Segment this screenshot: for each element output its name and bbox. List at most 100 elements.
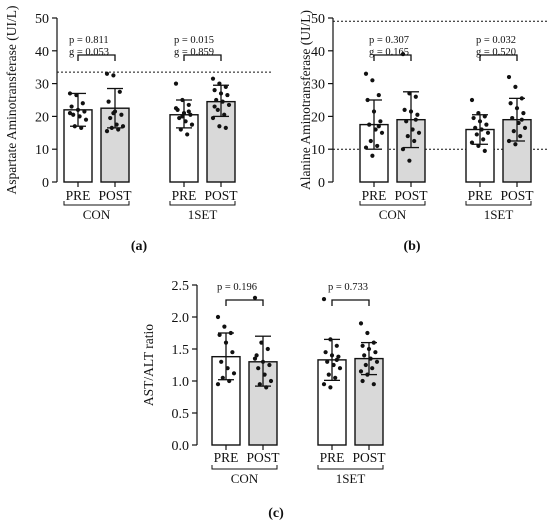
- data-point: [476, 111, 481, 116]
- group-bracket: [317, 465, 384, 470]
- data-point: [215, 382, 221, 387]
- data-point: [473, 125, 478, 130]
- data-point: [183, 119, 188, 124]
- data-point: [178, 127, 183, 132]
- data-point: [80, 101, 85, 106]
- data-point: [117, 89, 122, 94]
- data-point: [227, 378, 232, 384]
- data-point: [321, 296, 327, 302]
- data-point: [363, 71, 369, 76]
- data-point: [188, 112, 193, 117]
- data-point: [328, 385, 333, 390]
- group-bracket: [63, 201, 130, 206]
- y-tick-label: 40: [35, 45, 49, 60]
- data-point: [265, 346, 270, 352]
- x-tick-label: POST: [246, 450, 280, 465]
- data-point: [365, 372, 370, 377]
- data-point: [479, 127, 484, 132]
- data-point: [506, 74, 512, 80]
- data-point: [226, 102, 232, 108]
- group-label: CON: [379, 207, 407, 222]
- data-point: [371, 382, 376, 387]
- y-tick-label: 30: [311, 78, 325, 93]
- data-point: [329, 353, 335, 358]
- data-point: [220, 375, 225, 380]
- data-point: [410, 127, 415, 132]
- data-point: [413, 94, 418, 99]
- data-point: [371, 109, 377, 114]
- data-point: [257, 382, 262, 387]
- data-point: [215, 314, 221, 320]
- annotation-text: g = 0.520: [476, 47, 516, 58]
- annotation-text: p = 0.307: [369, 35, 409, 46]
- data-point: [407, 158, 412, 163]
- data-point: [366, 346, 372, 352]
- data-point: [484, 122, 489, 127]
- y-tick-label: 1.5: [172, 343, 190, 358]
- data-point: [333, 375, 338, 380]
- y-tick-label: 0.5: [172, 407, 190, 422]
- data-point: [185, 132, 190, 137]
- y-tick-label: 0: [42, 176, 49, 191]
- data-point: [223, 340, 229, 345]
- data-point: [367, 122, 372, 127]
- data-point: [223, 125, 228, 130]
- annotation-text: g = 0.165: [369, 47, 409, 58]
- data-point: [262, 372, 267, 377]
- data-point: [259, 340, 264, 345]
- data-point: [471, 115, 476, 121]
- x-tick-label: PRE: [468, 188, 493, 203]
- data-point: [337, 366, 343, 371]
- y-tick-label: 10: [35, 143, 49, 158]
- x-tick-label: PRE: [172, 188, 197, 203]
- data-point: [518, 133, 523, 139]
- data-point: [256, 366, 261, 371]
- data-point: [373, 350, 378, 355]
- data-point: [371, 340, 376, 345]
- y-tick-label: 30: [35, 78, 49, 93]
- y-axis-label: AST/ALT ratio: [141, 324, 156, 406]
- data-point: [331, 362, 336, 368]
- data-point: [220, 99, 225, 104]
- data-point: [119, 112, 124, 117]
- data-point: [264, 385, 269, 390]
- data-point: [225, 366, 230, 371]
- data-point: [334, 357, 339, 362]
- data-point: [223, 84, 228, 89]
- data-point: [522, 125, 528, 130]
- data-point: [225, 92, 230, 98]
- x-tick-label: PRE: [66, 188, 91, 203]
- data-point: [416, 130, 422, 135]
- data-point: [69, 104, 74, 109]
- data-point: [482, 114, 487, 119]
- data-point: [72, 124, 77, 129]
- x-tick-label: PRE: [320, 450, 345, 465]
- group-bracket: [359, 201, 426, 206]
- data-point: [217, 81, 222, 86]
- data-point: [407, 91, 412, 96]
- data-point: [71, 112, 76, 117]
- data-point: [215, 107, 220, 112]
- data-point: [222, 324, 227, 329]
- data-point: [474, 132, 479, 137]
- group-label: 1SET: [188, 207, 218, 222]
- data-point: [519, 96, 524, 101]
- y-axis-label: Alanine Aminotransferase (UI/L): [298, 10, 313, 190]
- data-point: [189, 122, 195, 127]
- data-point: [365, 97, 370, 103]
- panel-label: (a): [131, 239, 148, 254]
- data-point: [404, 119, 409, 124]
- data-point: [217, 124, 222, 129]
- data-point: [370, 153, 375, 158]
- data-point: [82, 109, 87, 114]
- significance-bracket: [183, 54, 222, 61]
- data-point: [368, 138, 373, 144]
- data-point: [510, 115, 515, 121]
- y-tick-label: 40: [311, 45, 325, 60]
- x-tick-label: POST: [394, 188, 428, 203]
- data-point: [402, 107, 407, 112]
- data-point: [370, 366, 375, 371]
- y-tick-label: 2.0: [172, 311, 190, 326]
- data-point: [83, 117, 89, 122]
- data-point: [116, 127, 121, 132]
